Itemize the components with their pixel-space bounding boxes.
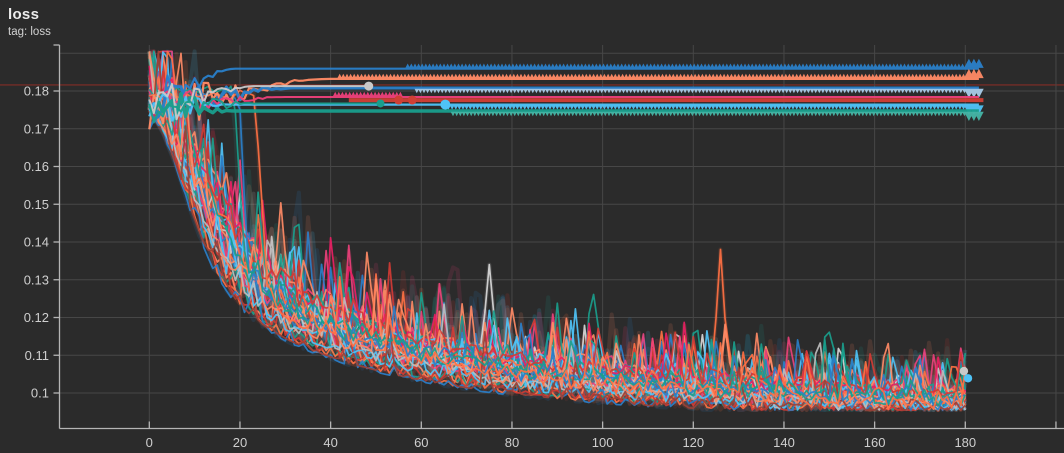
y-tick-label: 0.12 <box>24 310 49 325</box>
y-tick-label: 0.18 <box>24 84 49 99</box>
y-tick-label: 0.14 <box>24 235 49 250</box>
x-tick-label: 20 <box>233 435 247 450</box>
endpoint-dot <box>963 374 973 383</box>
y-tick-label: 0.17 <box>24 121 49 136</box>
flat-flat-cyan <box>148 93 979 122</box>
flat-markers-flat-blue-mid <box>414 88 984 98</box>
run-line <box>148 51 967 407</box>
run-line <box>149 89 967 411</box>
x-tick-label: 120 <box>682 435 704 450</box>
endpoint-dot <box>376 99 385 108</box>
flat-flat-gray-short <box>148 82 370 121</box>
y-tick-label: 0.13 <box>24 272 49 287</box>
x-tick-label: 140 <box>773 435 795 450</box>
flat-flat-teal-short <box>148 97 381 124</box>
flat-markers-flat-teal <box>450 111 984 121</box>
flat-markers-flat-coral <box>337 68 984 79</box>
chart-subtitle: tag: loss <box>8 26 51 38</box>
y-tick-label: 0.11 <box>25 348 49 363</box>
y-tick-label: 0.15 <box>24 197 49 212</box>
flat-markers-flat-magenta <box>332 91 403 97</box>
x-tick-label: 100 <box>592 435 614 450</box>
flat-markers-flat-cyan <box>446 105 984 115</box>
flat-flat-blue-mid <box>148 84 979 118</box>
run-line <box>148 75 967 411</box>
endpoint-dot <box>440 99 451 110</box>
chart-title: loss <box>8 6 40 23</box>
endpoint-dot <box>364 81 374 91</box>
x-tick-label: 160 <box>864 435 886 450</box>
endpoint-dot <box>394 95 404 105</box>
y-tick-label: 0.1 <box>31 386 49 401</box>
flat-markers-flat-blue-top <box>405 58 984 68</box>
endpoint-dot <box>959 366 969 376</box>
x-tick-label: 80 <box>505 435 519 450</box>
run-line <box>148 100 966 411</box>
endpoint-dot <box>407 95 417 105</box>
y-tick-label: 0.16 <box>24 159 49 174</box>
x-tick-label: 40 <box>323 435 337 450</box>
x-tick-label: 60 <box>414 435 428 450</box>
x-tick-label: 0 <box>146 435 153 450</box>
x-tick-label: 180 <box>954 435 976 450</box>
